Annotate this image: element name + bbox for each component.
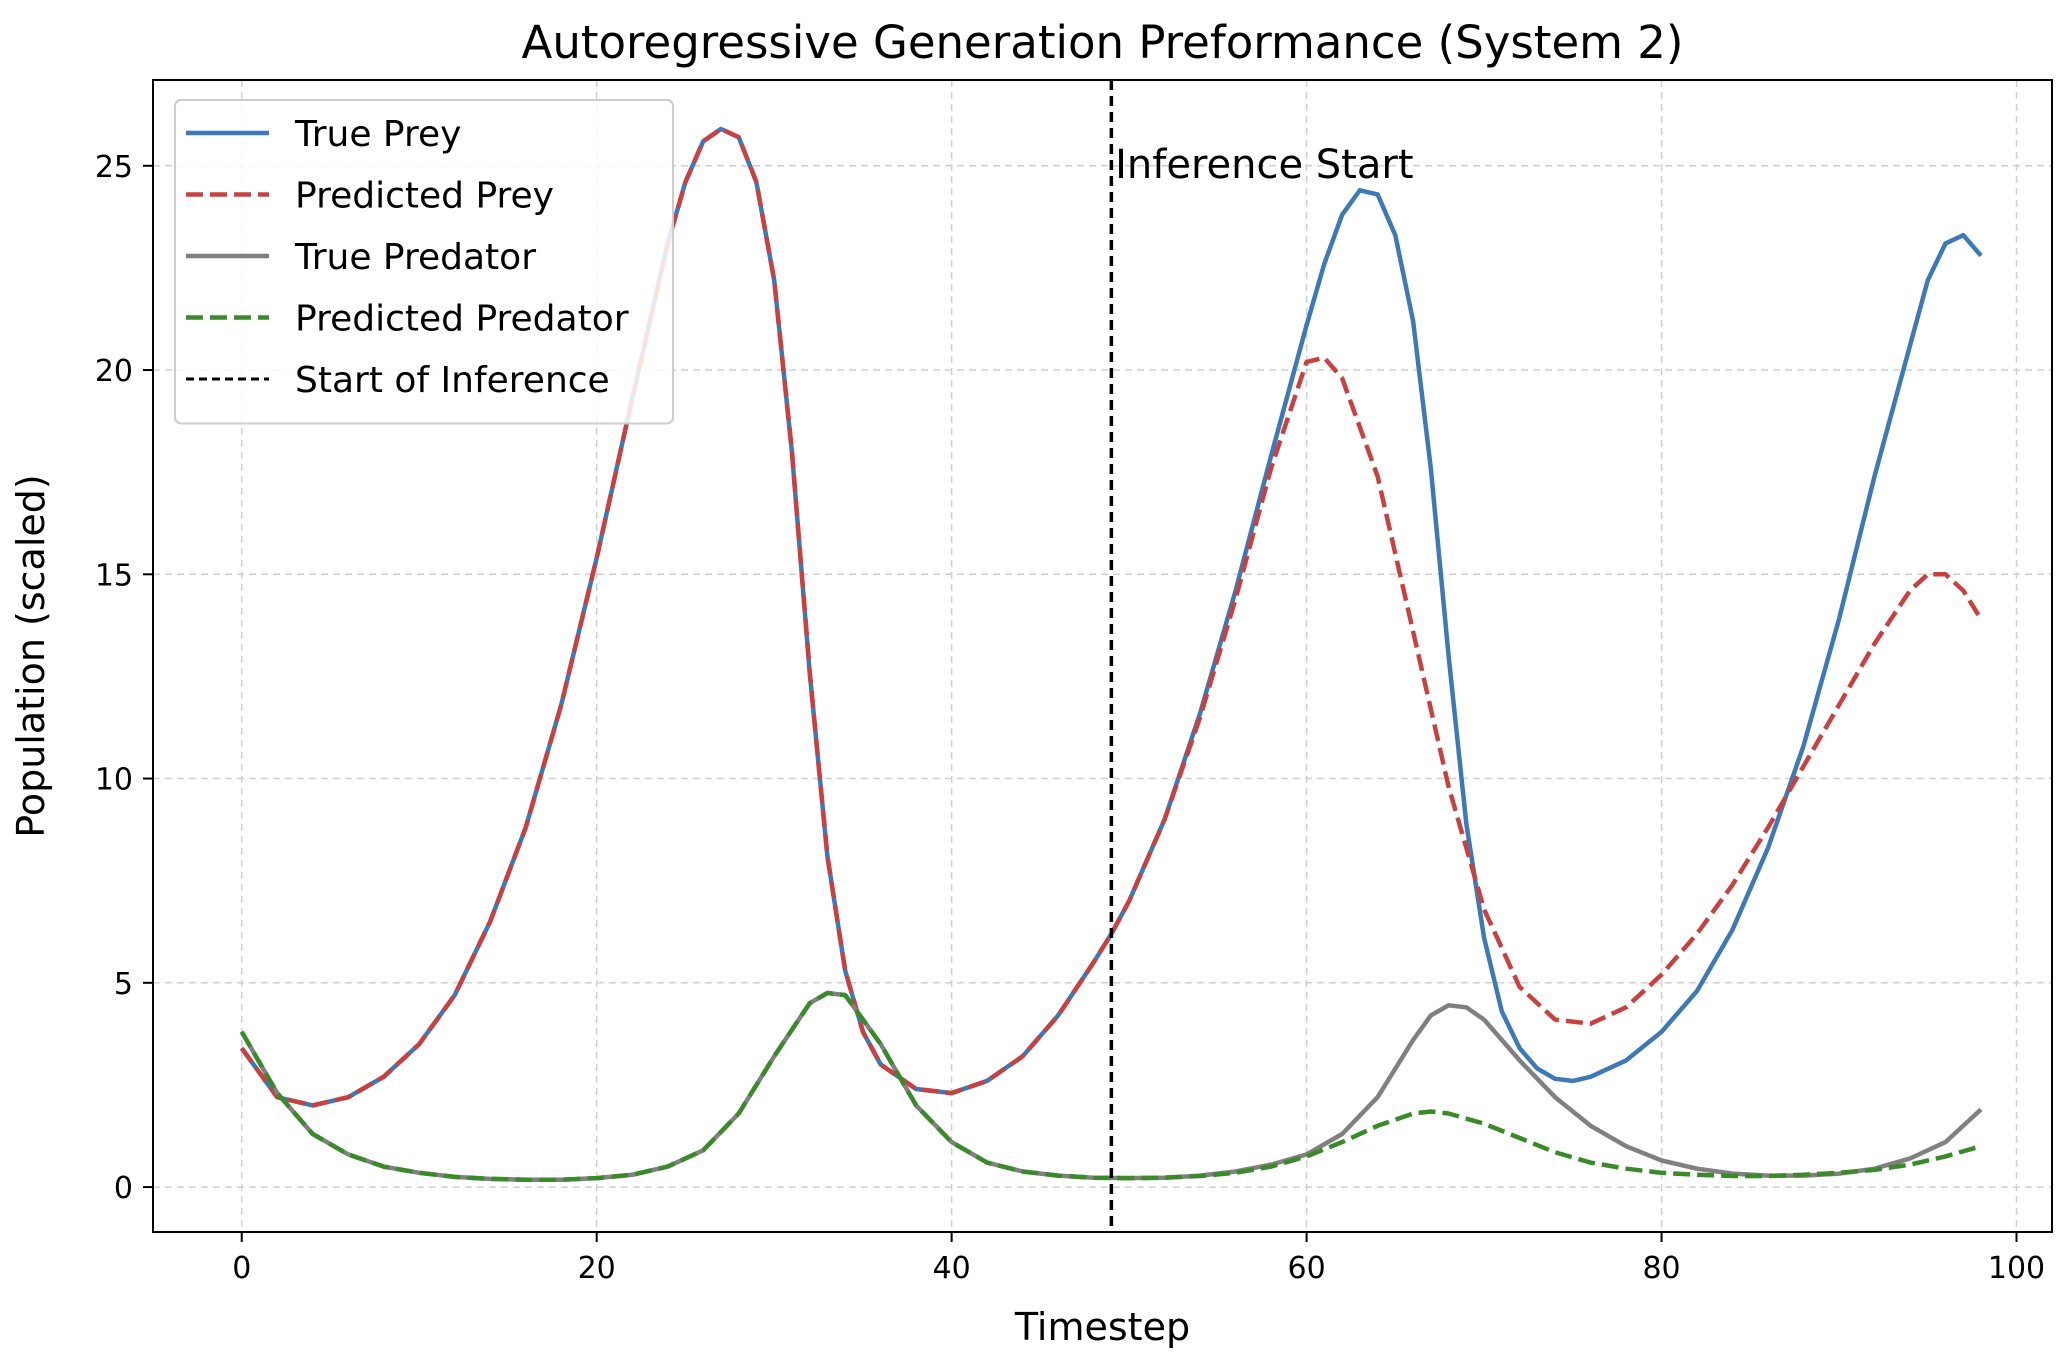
axes: 0 20 40 60 80 100 0 5 10 15 20 25 [95, 79, 2053, 1286]
chart-title: Autoregressive Generation Preformance (S… [522, 16, 1684, 69]
y-tick-label: 15 [95, 558, 133, 593]
x-tick-label: 100 [1988, 1251, 2045, 1286]
x-axis-label: Timestep [1014, 1305, 1190, 1349]
legend-label-predicted-prey: Predicted Prey [295, 176, 554, 217]
y-tick-label: 10 [95, 763, 133, 798]
legend-label-true-predator: True Predator [294, 237, 536, 278]
inference-start-annotation: Inference Start [1115, 142, 1413, 188]
series-line-predicted-prey [239, 126, 1983, 1108]
y-axis-label: Population (scaled) [9, 474, 53, 837]
x-tick-label: 0 [232, 1251, 251, 1286]
legend-label-true-prey: True Prey [294, 114, 461, 155]
series-line-predicted-predator [239, 990, 1982, 1182]
legend: True Prey Predicted Prey True Predator Pred… [174, 99, 674, 425]
x-tick-label: 40 [933, 1251, 971, 1286]
y-tick-label: 0 [114, 1171, 133, 1206]
legend-label-predicted-predator: Predicted Predator [295, 299, 629, 340]
legend-label-start-of-inference: Start of Inference [295, 360, 610, 401]
y-tick-label: 20 [95, 354, 133, 389]
legend-box [174, 99, 674, 425]
x-tick-label: 60 [1288, 1251, 1326, 1286]
y-tick-label: 5 [114, 967, 133, 1002]
y-tick-label: 25 [95, 150, 133, 185]
plot-frame [152, 79, 2053, 1233]
x-tick-label: 20 [578, 1251, 616, 1286]
x-tick-label: 80 [1642, 1251, 1680, 1286]
